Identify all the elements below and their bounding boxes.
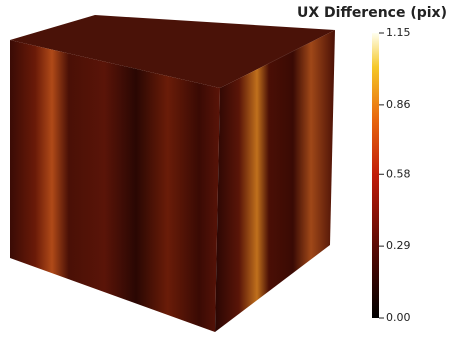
cube-front (10, 40, 220, 332)
colorbar (372, 33, 379, 318)
visualization: UX Difference (pix) 0.00 0.29 0.58 0.86 1.15 (0, 0, 449, 347)
tick-label: 0.00 (386, 311, 411, 324)
tick-label: 0.86 (386, 98, 411, 111)
page: UX Difference (pix) 0.00 0.29 0.58 0.86 1.15… (0, 0, 449, 347)
tick-label: 0.58 (386, 167, 411, 180)
tick-label: 0.29 (386, 239, 411, 252)
volume-render (10, 15, 335, 332)
tick-label: 1.15 (386, 26, 411, 39)
colorbar-title: UX Difference (pix) (297, 5, 447, 21)
